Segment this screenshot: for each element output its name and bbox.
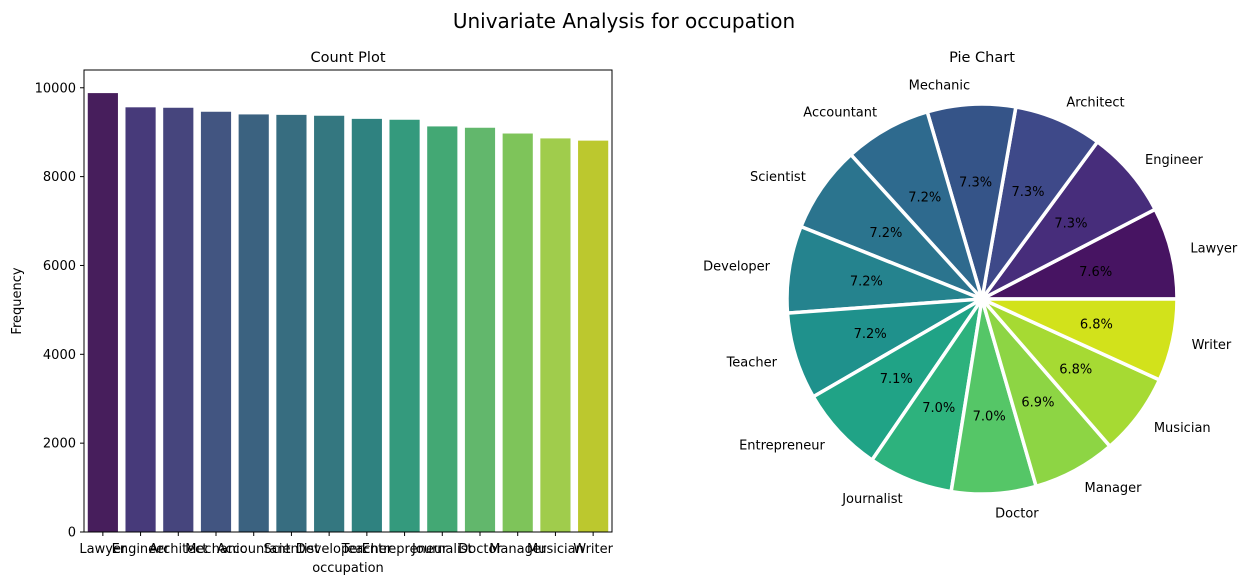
bar-developer (314, 115, 345, 532)
x-tick-label: Writer (573, 542, 613, 557)
bar-lawyer (87, 93, 118, 532)
slice-pct-label: 7.3% (959, 176, 992, 191)
x-axis-label: occupation (312, 561, 384, 576)
slice-pct-label: 7.2% (854, 327, 887, 342)
y-tick-label: 6000 (43, 259, 76, 274)
slice-pct-label: 7.2% (908, 190, 941, 205)
slice-label: Teacher (726, 356, 778, 371)
x-tick-label: Developer (296, 542, 364, 557)
x-tick-label: Musician (527, 542, 584, 557)
slice-pct-label: 7.2% (850, 275, 883, 290)
pie-chart-title: Pie Chart (949, 50, 1015, 66)
y-tick-label: 8000 (43, 170, 76, 185)
x-tick-label: Accountant (217, 542, 291, 557)
x-tick-label: Lawyer (79, 542, 127, 557)
slice-label: Entrepreneur (739, 438, 825, 453)
plot-frame (83, 69, 613, 533)
slice-pct-label: 7.3% (1054, 216, 1087, 231)
slice-writer (980, 297, 1179, 382)
x-tick-label: Scientist (264, 542, 320, 557)
slice-pct-label: 7.1% (880, 372, 913, 387)
x-tick-label: Journalist (411, 542, 472, 557)
bar-entrepreneur (389, 119, 420, 532)
slice-pct-label: 6.8% (1080, 317, 1113, 332)
slice-pct-label: 6.9% (1021, 395, 1054, 410)
x-tick-label: Mechanic (185, 542, 247, 557)
x-tick-label: Engineer (112, 542, 171, 557)
slice-label: Journalist (841, 492, 902, 507)
slice-label: Manager (1085, 481, 1143, 496)
slice-label: Mechanic (909, 78, 971, 93)
bar-mechanic (200, 111, 232, 532)
slice-lawyer (980, 207, 1179, 301)
x-tick-label: Doctor (458, 542, 502, 557)
slice-pct-label: 6.8% (1059, 363, 1092, 378)
bar-teacher (351, 118, 382, 532)
slice-label: Writer (1192, 338, 1232, 353)
y-tick-label: 0 (68, 526, 76, 541)
figure-title: Univariate Analysis for occupation (453, 9, 795, 33)
pie-plot: Pie Chart Lawyer 7.6% Engineer 7.3% Architec… (703, 50, 1238, 522)
x-tick-label: Teacher (341, 542, 393, 557)
y-tick-label: 4000 (43, 348, 76, 363)
slice-pct-label: 7.0% (922, 401, 955, 416)
slice-label: Musician (1154, 421, 1211, 436)
bar-architect (163, 107, 194, 532)
slice-pct-label: 7.6% (1079, 265, 1112, 280)
slice-pct-label: 7.0% (973, 409, 1006, 424)
slice-label: Developer (703, 260, 771, 275)
bar-writer (578, 140, 609, 532)
x-tick-label: Entrepreneur (362, 542, 448, 557)
x-tick-label: Manager (489, 542, 547, 557)
bar-doctor (464, 127, 496, 532)
count-plot-title: Count Plot (311, 50, 386, 66)
slice-label: Engineer (1145, 153, 1204, 168)
y-axis-label: Frequency (10, 267, 25, 334)
slice-pct-label: 7.2% (869, 226, 902, 241)
slice-pct-label: 7.3% (1011, 185, 1044, 200)
slice-label: Accountant (803, 105, 877, 120)
slice-label: Doctor (995, 507, 1039, 522)
slice-label: Scientist (750, 170, 806, 185)
bar-manager (502, 133, 533, 532)
bar-accountant (238, 114, 269, 532)
bar-musician (540, 138, 571, 532)
count-plot: Count Plot 0 2000 4000 6000 8000 10000 Lawyer… (10, 50, 614, 576)
y-tick-label: 2000 (43, 437, 76, 452)
slice-label: Architect (1066, 95, 1124, 110)
bar-journalist (427, 126, 458, 533)
slice-label: Lawyer (1190, 242, 1238, 257)
y-tick-label: 10000 (35, 81, 76, 96)
x-tick-label: Architect (149, 542, 207, 557)
bar-scientist (276, 114, 307, 532)
bar-engineer (125, 107, 156, 533)
